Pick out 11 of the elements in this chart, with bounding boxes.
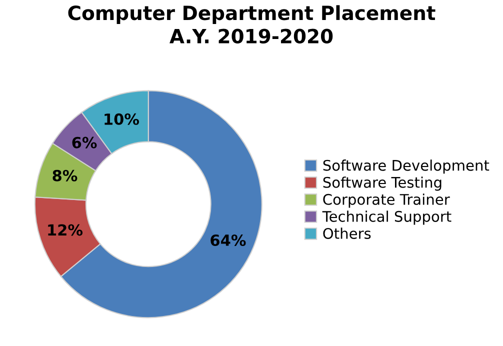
- legend-label: Software Development: [323, 160, 490, 174]
- data-label: 8%: [52, 170, 78, 182]
- legend-label: Technical Support: [322, 210, 452, 225]
- data-label: 6%: [72, 136, 97, 148]
- legend-label: Corporate Trainer: [323, 194, 450, 208]
- data-label: 10%: [104, 113, 140, 125]
- legend-label: Others: [323, 228, 371, 239]
- chart-title: Computer Department Placement A.Y. 2019-2020: [68, 5, 436, 44]
- legend-label: Software Testing: [323, 176, 442, 191]
- data-label: 12%: [48, 224, 83, 236]
- data-label: 64%: [210, 234, 246, 246]
